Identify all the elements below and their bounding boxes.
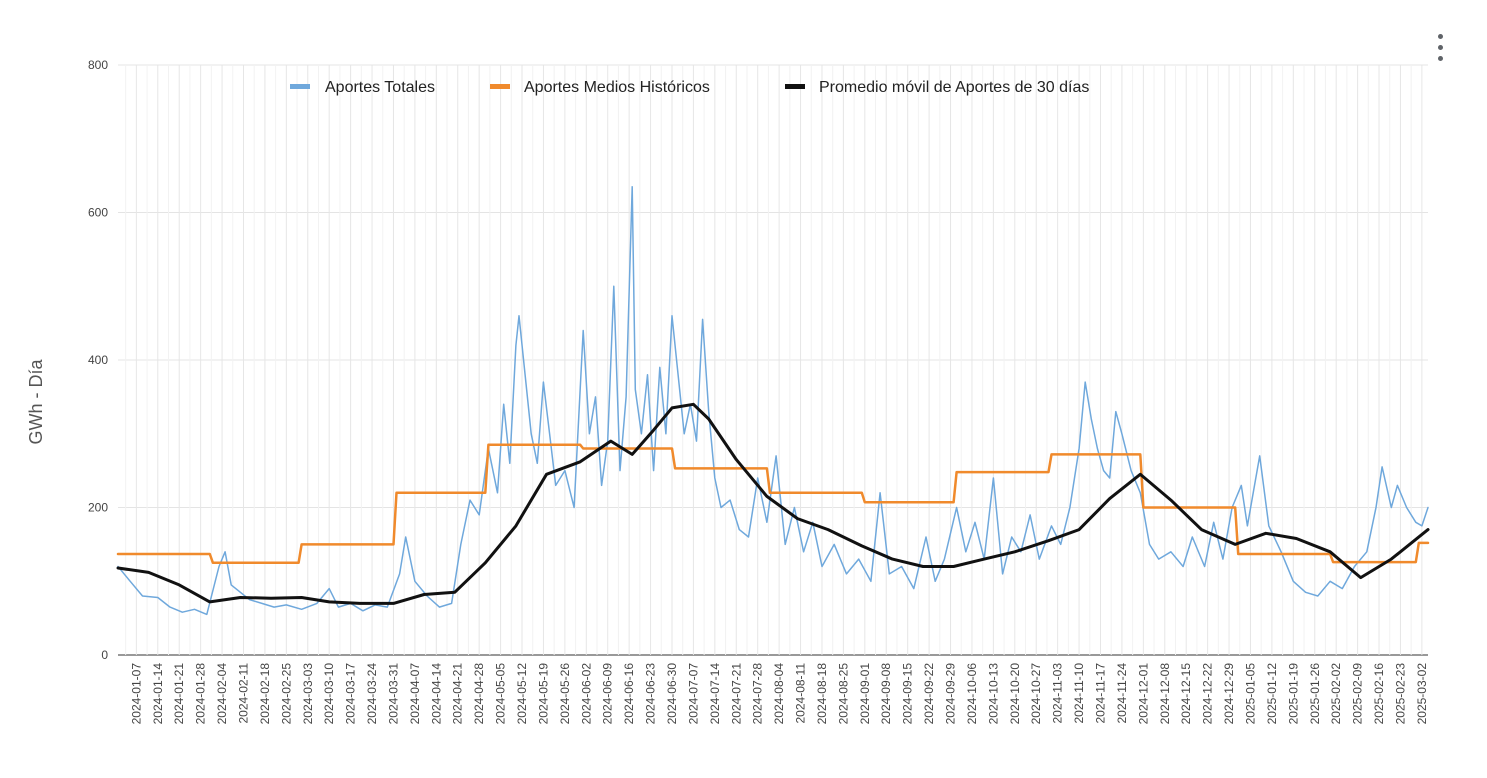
- x-tick-label: 2024-09-01: [858, 663, 872, 725]
- x-tick-label: 2025-02-09: [1351, 663, 1365, 725]
- x-tick-label: 2024-12-01: [1136, 663, 1150, 725]
- x-tick-label: 2024-10-06: [965, 663, 979, 725]
- series-line-3: [116, 402, 1430, 605]
- x-tick-label: 2024-05-12: [515, 663, 529, 725]
- x-tick-label: 2024-10-20: [1008, 663, 1022, 725]
- x-tick-label: 2024-01-14: [151, 663, 165, 725]
- more-options-icon[interactable]: [1428, 28, 1452, 68]
- x-tick-label: 2024-08-25: [836, 663, 850, 725]
- x-tick-label: 2024-10-27: [1029, 663, 1043, 725]
- y-axis-ticks: 0 200 400 600 800: [88, 58, 108, 662]
- y-tick-label: 600: [88, 206, 108, 220]
- x-tick-label: 2024-12-22: [1201, 663, 1215, 725]
- x-tick-label: 2024-03-17: [344, 663, 358, 725]
- y-axis-label: GWh - Día: [26, 359, 46, 445]
- x-tick-label: 2024-07-28: [751, 663, 765, 725]
- x-tick-label: 2024-08-18: [815, 663, 829, 725]
- x-tick-label: 2024-01-07: [129, 663, 143, 725]
- x-tick-label: 2024-07-14: [708, 663, 722, 725]
- x-tick-label: 2025-02-16: [1372, 663, 1386, 725]
- x-tick-label: 2024-04-14: [429, 663, 443, 725]
- x-tick-label: 2024-03-10: [322, 663, 336, 725]
- x-tick-label: 2024-12-29: [1222, 663, 1236, 725]
- x-tick-label: 2024-01-21: [172, 663, 186, 725]
- x-tick-label: 2024-05-26: [558, 663, 572, 725]
- y-tick-label: 400: [88, 353, 108, 367]
- x-tick-label: 2024-06-09: [601, 663, 615, 725]
- x-tick-label: 2024-01-28: [194, 663, 208, 725]
- x-tick-label: 2025-03-02: [1415, 663, 1429, 725]
- x-tick-label: 2024-02-18: [258, 663, 272, 725]
- x-tick-label: 2024-02-11: [236, 663, 250, 724]
- x-tick-label: 2024-04-07: [408, 663, 422, 725]
- legend-label-1: Aportes Totales: [325, 79, 435, 96]
- x-tick-label: 2024-06-23: [644, 663, 658, 725]
- x-tick-label: 2024-03-24: [365, 663, 379, 725]
- y-tick-label: 800: [88, 58, 108, 72]
- x-tick-label: 2024-10-13: [986, 663, 1000, 725]
- x-tick-label: 2024-11-10: [1072, 663, 1086, 724]
- x-tick-label: 2024-09-22: [922, 663, 936, 725]
- x-tick-label: 2024-06-16: [622, 663, 636, 725]
- grid: [118, 64, 1428, 656]
- x-tick-label: 2024-03-03: [301, 663, 315, 725]
- legend-swatch-3: [785, 84, 805, 89]
- x-tick-label: 2025-02-02: [1329, 663, 1343, 725]
- x-tick-label: 2025-01-12: [1265, 663, 1279, 725]
- x-tick-label: 2025-01-26: [1308, 663, 1322, 725]
- x-tick-label: 2024-03-31: [386, 663, 400, 725]
- legend-label-2: Aportes Medios Históricos: [524, 79, 710, 96]
- y-tick-label: 0: [101, 648, 108, 662]
- x-tick-label: 2024-11-03: [1051, 663, 1065, 724]
- x-tick-label: 2024-09-29: [944, 663, 958, 725]
- x-tick-label: 2024-09-08: [879, 663, 893, 725]
- x-tick-label: 2024-05-19: [536, 663, 550, 725]
- legend: Aportes Totales Aportes Medios Históricos…: [290, 79, 1089, 96]
- x-tick-label: 2024-08-04: [772, 663, 786, 725]
- x-tick-label: 2024-11-17: [1094, 663, 1108, 724]
- x-tick-label: 2024-07-07: [686, 663, 700, 725]
- x-tick-label: 2025-01-19: [1286, 663, 1300, 725]
- x-tick-label: 2024-12-15: [1179, 663, 1193, 725]
- x-tick-label: 2024-12-08: [1158, 663, 1172, 725]
- x-tick-label: 2024-09-15: [901, 663, 915, 725]
- x-tick-label: 2024-07-21: [729, 663, 743, 725]
- y-tick-label: 200: [88, 501, 108, 515]
- x-tick-label: 2024-05-05: [494, 663, 508, 725]
- x-tick-label: 2024-11-24: [1115, 663, 1129, 724]
- x-tick-label: 2024-02-25: [279, 663, 293, 725]
- x-tick-label: 2024-08-11: [794, 663, 808, 724]
- series-line-1: [117, 185, 1429, 616]
- legend-label-3: Promedio móvil de Aportes de 30 días: [819, 79, 1089, 96]
- x-tick-label: 2024-04-21: [451, 663, 465, 725]
- series-line-2: [116, 443, 1430, 565]
- x-tick-label: 2025-02-23: [1393, 663, 1407, 725]
- x-tick-label: 2024-06-02: [579, 663, 593, 725]
- x-axis-ticks: 2024-01-07 2024-01-14 2024-01-21 2024-01-28…: [129, 663, 1429, 725]
- legend-swatch-1: [290, 84, 310, 89]
- legend-swatch-2: [490, 84, 510, 89]
- x-tick-label: 2024-06-30: [665, 663, 679, 725]
- x-tick-label: 2024-04-28: [472, 663, 486, 725]
- x-tick-label: 2024-02-04: [215, 663, 229, 725]
- plot-area: [116, 185, 1430, 616]
- x-tick-label: 2025-01-05: [1243, 663, 1257, 725]
